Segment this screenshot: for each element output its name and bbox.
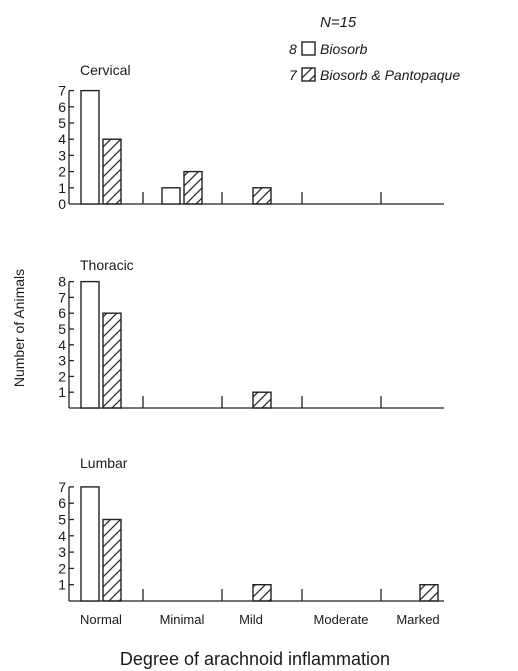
y-tick-label-cervical-2: 2 bbox=[58, 164, 66, 180]
bar-thoracic-normal-biosorb bbox=[80, 280, 100, 409]
y-tick-label-lumbar-1: 1 bbox=[58, 577, 66, 593]
y-tick-label-thoracic-3: 3 bbox=[58, 353, 66, 369]
legend: N=15 8 Biosorb 7 Biosorb & Pantopaque bbox=[289, 14, 460, 83]
legend-n-label: N=15 bbox=[320, 14, 357, 31]
legend-swatch-pantopaque bbox=[301, 67, 316, 82]
y-axis-label: Number of Animals bbox=[11, 269, 27, 387]
x-axis-label: Degree of arachnoid inflammation bbox=[120, 649, 390, 669]
bar-cervical-minimal-biosorb-pantopaque bbox=[183, 170, 203, 205]
y-tick-label-thoracic-4: 4 bbox=[58, 337, 66, 353]
legend-label-biosorb: Biosorb bbox=[320, 41, 368, 57]
bar-lumbar-normal-biosorb bbox=[80, 486, 100, 602]
legend-count-pantopaque: 7 bbox=[289, 67, 298, 83]
legend-label-pantopaque: Biosorb & Pantopaque bbox=[320, 67, 460, 83]
y-tick-label-lumbar-4: 4 bbox=[58, 528, 66, 544]
y-tick-label-cervical-7: 7 bbox=[58, 83, 66, 99]
y-tick-label-thoracic-5: 5 bbox=[58, 321, 66, 337]
y-tick-label-cervical-1: 1 bbox=[58, 180, 66, 196]
panel-title-cervical: Cervical bbox=[80, 62, 131, 78]
y-tick-label-thoracic-8: 8 bbox=[58, 274, 66, 290]
x-tick-label-minimal: Minimal bbox=[160, 612, 205, 627]
y-tick-label-thoracic-2: 2 bbox=[58, 368, 66, 384]
y-tick-label-lumbar-5: 5 bbox=[58, 512, 66, 528]
y-tick-label-cervical-0: 0 bbox=[58, 196, 66, 212]
bar-thoracic-mild-biosorb-pantopaque bbox=[252, 391, 272, 409]
x-category-labels: Normal Minimal Mild Moderate Marked bbox=[80, 612, 440, 627]
legend-count-biosorb: 8 bbox=[289, 41, 297, 57]
bar-lumbar-mild-biosorb-pantopaque bbox=[252, 584, 272, 602]
y-tick-label-thoracic-1: 1 bbox=[58, 384, 66, 400]
x-tick-label-normal: Normal bbox=[80, 612, 122, 627]
bar-cervical-minimal-biosorb bbox=[161, 187, 181, 205]
y-tick-label-cervical-3: 3 bbox=[58, 147, 66, 163]
x-tick-label-mild: Mild bbox=[239, 612, 263, 627]
y-tick-label-thoracic-7: 7 bbox=[58, 289, 66, 305]
legend-swatch-biosorb bbox=[301, 41, 316, 56]
bar-lumbar-marked-biosorb-pantopaque bbox=[419, 584, 439, 602]
y-tick-label-cervical-5: 5 bbox=[58, 115, 66, 131]
bar-cervical-mild-biosorb-pantopaque bbox=[252, 187, 272, 205]
y-tick-label-lumbar-7: 7 bbox=[58, 479, 66, 495]
x-tick-label-moderate: Moderate bbox=[314, 612, 369, 627]
panels: Cervical01234567Thoracic12345678Lumbar12… bbox=[58, 62, 444, 602]
y-tick-label-lumbar-3: 3 bbox=[58, 544, 66, 560]
y-tick-label-thoracic-6: 6 bbox=[58, 305, 66, 321]
bar-cervical-normal-biosorb bbox=[80, 89, 100, 205]
y-tick-label-cervical-4: 4 bbox=[58, 131, 66, 147]
bar-cervical-normal-biosorb-pantopaque bbox=[102, 138, 122, 205]
x-tick-label-marked: Marked bbox=[396, 612, 439, 627]
panel-title-thoracic: Thoracic bbox=[80, 257, 134, 273]
panel-title-lumbar: Lumbar bbox=[80, 455, 128, 471]
bar-thoracic-normal-biosorb-pantopaque bbox=[102, 312, 122, 409]
bar-lumbar-normal-biosorb-pantopaque bbox=[102, 518, 122, 602]
y-tick-label-cervical-6: 6 bbox=[58, 99, 66, 115]
y-tick-label-lumbar-2: 2 bbox=[58, 560, 66, 576]
y-tick-label-lumbar-6: 6 bbox=[58, 495, 66, 511]
